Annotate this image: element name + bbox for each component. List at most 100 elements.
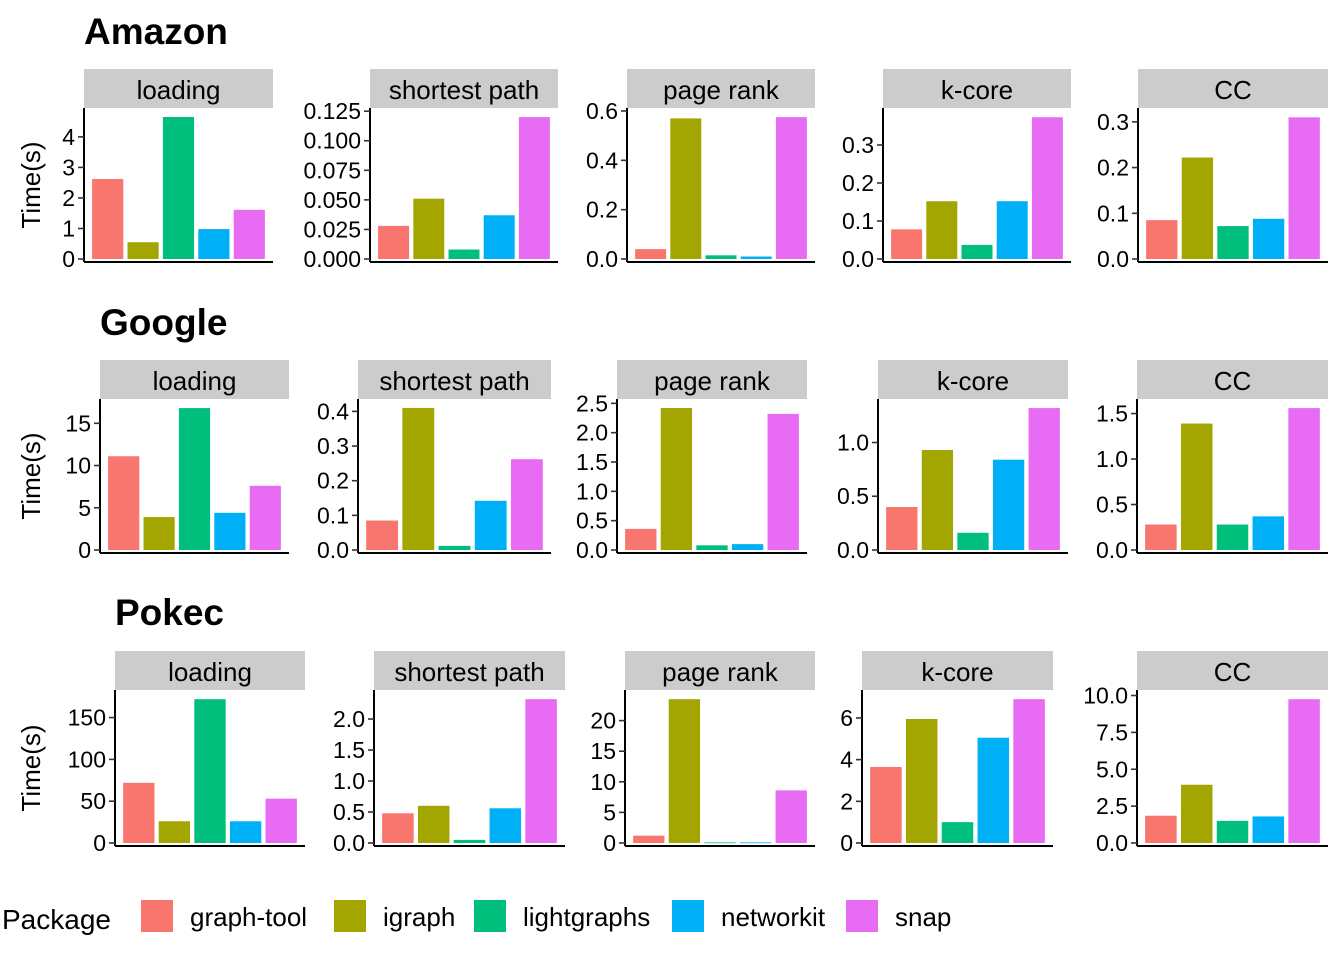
y-tick-label: 1.0 bbox=[576, 478, 608, 504]
strip-background bbox=[100, 360, 289, 399]
chart-row-amazon: Amazon Time(s) loading 0 1 2 3 4 shortest path 0.… bbox=[16, 11, 1328, 272]
bar-igraph bbox=[926, 201, 958, 259]
y-tick-label: 0.2 bbox=[1097, 155, 1129, 181]
bar-graph-tool bbox=[1145, 524, 1177, 550]
bar-networkit bbox=[474, 500, 507, 550]
strip-background bbox=[115, 651, 305, 690]
y-tick-label: 0.2 bbox=[317, 468, 349, 494]
y-tick-label: 4 bbox=[62, 124, 75, 150]
bar-lightgraphs bbox=[1216, 820, 1249, 843]
y-tick-label: 0 bbox=[840, 830, 853, 856]
bar-igraph bbox=[143, 517, 175, 550]
strip-label: k-core bbox=[941, 75, 1013, 105]
y-tick-label: 0 bbox=[62, 246, 75, 272]
bar-snap bbox=[1031, 117, 1063, 259]
bar-graph-tool bbox=[635, 249, 667, 259]
legend-label: lightgraphs bbox=[523, 902, 650, 932]
bar-graph-tool bbox=[870, 766, 902, 843]
strip-background bbox=[84, 69, 273, 108]
panel-loading: loading 0 50 100 150 bbox=[68, 651, 305, 856]
strip-label: page rank bbox=[663, 75, 780, 105]
bar-graph-tool bbox=[1146, 220, 1178, 259]
y-axis-label: Time(s) bbox=[16, 432, 46, 519]
legend-title: Package bbox=[2, 904, 111, 935]
legend-item-snap: snap bbox=[846, 900, 951, 932]
legend-label: igraph bbox=[383, 902, 455, 932]
y-tick-label: 2.5 bbox=[576, 390, 608, 416]
legend-item-networkit: networkit bbox=[672, 900, 826, 932]
bar-networkit bbox=[1252, 516, 1285, 550]
legend-key bbox=[334, 900, 366, 932]
strip-label: shortest path bbox=[394, 657, 544, 687]
legend-key bbox=[141, 900, 173, 932]
panel-page-rank: page rank 0.0 0.5 1.0 1.5 2.0 2.5 bbox=[576, 360, 807, 563]
y-tick-label: 3 bbox=[62, 154, 75, 180]
y-tick-label: 0.5 bbox=[576, 508, 608, 534]
chart-rows: Amazon Time(s) loading 0 1 2 3 4 shortest path 0.… bbox=[16, 11, 1328, 856]
y-tick-label: 2.5 bbox=[1096, 793, 1128, 819]
y-tick-label: 0 bbox=[93, 830, 106, 856]
y-tick-label: 0.5 bbox=[1096, 492, 1128, 518]
strip-label: page rank bbox=[654, 366, 771, 396]
bar-igraph bbox=[660, 408, 693, 550]
legend-key bbox=[474, 900, 506, 932]
y-tick-label: 1.0 bbox=[333, 768, 365, 794]
bar-lightgraphs bbox=[1216, 524, 1249, 550]
bar-graph-tool bbox=[108, 456, 140, 550]
strip-background bbox=[1137, 360, 1328, 399]
legend-key bbox=[846, 900, 878, 932]
bar-networkit bbox=[992, 459, 1025, 550]
y-tick-label: 5 bbox=[603, 799, 616, 825]
y-tick-label: 0.1 bbox=[317, 502, 349, 528]
strip-background bbox=[883, 69, 1071, 108]
bar-graph-tool bbox=[633, 835, 665, 843]
panel-shortest-path: shortest path 0.0 0.1 0.2 0.3 0.4 bbox=[317, 360, 551, 563]
strip-background bbox=[878, 360, 1068, 399]
bar-graph-tool bbox=[378, 225, 410, 259]
strip-background bbox=[617, 360, 807, 399]
row-title: Amazon bbox=[84, 11, 228, 52]
bar-networkit bbox=[483, 215, 515, 259]
bar-igraph bbox=[1180, 784, 1213, 843]
y-tick-label: 0.0 bbox=[317, 537, 349, 563]
bar-igraph bbox=[158, 821, 191, 843]
y-tick-label: 0.2 bbox=[586, 197, 618, 223]
y-tick-label: 0.050 bbox=[303, 187, 361, 213]
panel-loading: loading 0 5 10 15 bbox=[65, 360, 289, 563]
bar-snap bbox=[1288, 117, 1320, 259]
y-tick-label: 0.1 bbox=[842, 208, 874, 234]
legend-label: networkit bbox=[721, 902, 826, 932]
y-tick-label: 2.0 bbox=[333, 706, 365, 732]
strip-background bbox=[1137, 651, 1328, 690]
y-tick-label: 20 bbox=[590, 708, 616, 734]
panel-cc: CC 0.0 0.1 0.2 0.3 bbox=[1097, 69, 1328, 272]
strip-background bbox=[625, 651, 815, 690]
y-tick-label: 7.5 bbox=[1096, 719, 1128, 745]
bar-igraph bbox=[668, 699, 701, 843]
legend-item-graph-tool: graph-tool bbox=[141, 900, 307, 932]
bar-igraph bbox=[1180, 423, 1213, 550]
y-tick-label: 0.0 bbox=[333, 830, 365, 856]
bar-snap bbox=[518, 117, 550, 259]
y-tick-label: 1.0 bbox=[1096, 446, 1128, 472]
panel-cc: CC 0.0 0.5 1.0 1.5 bbox=[1096, 360, 1328, 563]
y-tick-label: 15 bbox=[65, 410, 91, 436]
bar-snap bbox=[525, 699, 557, 843]
strip-label: loading bbox=[168, 657, 252, 687]
bar-snap bbox=[1028, 408, 1060, 550]
y-tick-label: 0.4 bbox=[586, 147, 618, 173]
panel-shortest-path: shortest path 0.0 0.5 1.0 1.5 2.0 bbox=[333, 651, 565, 856]
row-title: Pokec bbox=[115, 592, 224, 633]
y-tick-label: 15 bbox=[590, 738, 616, 764]
panel-shortest-path: shortest path 0.000 0.025 0.050 0.075 0.100 0.… bbox=[303, 69, 558, 272]
bar-snap bbox=[249, 485, 281, 550]
bar-graph-tool bbox=[123, 782, 155, 843]
bar-networkit bbox=[198, 229, 230, 259]
y-tick-label: 0.125 bbox=[303, 98, 361, 124]
y-tick-label: 0.0 bbox=[1097, 246, 1129, 272]
bar-lightgraphs bbox=[704, 842, 736, 844]
bar-graph-tool bbox=[625, 528, 657, 550]
y-tick-label: 150 bbox=[68, 705, 106, 731]
strip-label: shortest path bbox=[389, 75, 539, 105]
